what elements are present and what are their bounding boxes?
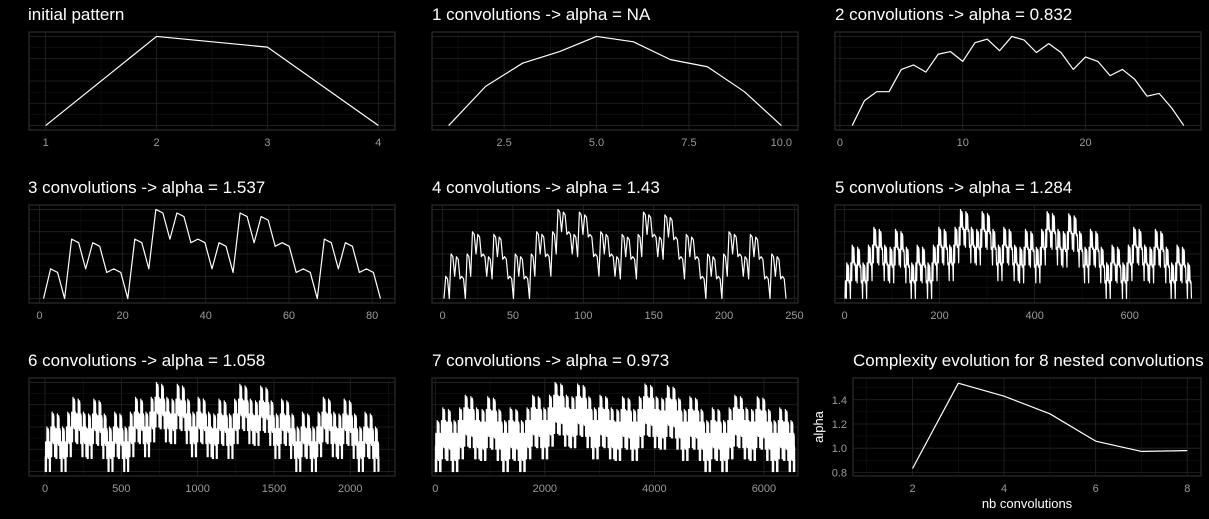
- x-tick-label: 10: [957, 137, 969, 149]
- x-tick-label: 600: [1121, 310, 1139, 322]
- x-tick-label: 7.5: [681, 137, 696, 149]
- x-tick-label: 10.0: [771, 137, 792, 149]
- chart-title: 4 convolutions -> alpha = 1.43: [432, 178, 660, 197]
- plot-area: [852, 377, 1202, 477]
- x-tick-label: 2: [153, 137, 159, 149]
- x-tick-label: 50: [507, 310, 519, 322]
- x-tick-label: 2: [909, 483, 915, 495]
- chart-panel-1: initial pattern 1 2 3 4: [28, 5, 396, 149]
- x-tick-label: 4: [1001, 483, 1007, 495]
- chart-panel-7: 6 convolutions -> alpha = 1.058 0 500 1000 1…: [28, 351, 396, 495]
- y-tick-label: 1.4: [832, 395, 847, 407]
- series-line: [844, 208, 1193, 300]
- chart-title: 2 convolutions -> alpha = 0.832: [835, 5, 1072, 24]
- x-tick-label: 20: [1079, 137, 1091, 149]
- x-tick-label: 200: [930, 310, 948, 322]
- x-tick-label: 4: [375, 137, 381, 149]
- chart-title: 7 convolutions -> alpha = 0.973: [432, 351, 669, 370]
- chart-panel-5: 4 convolutions -> alpha = 1.43 0 50 100 150 2…: [431, 178, 804, 322]
- x-tick-label: 200: [715, 310, 733, 322]
- x-tick-label: 6000: [752, 483, 776, 495]
- x-tick-label: 2.5: [496, 137, 511, 149]
- series-line: [434, 381, 796, 473]
- chart-panel-2: 1 convolutions -> alpha = NA 2.5 5.0 7.5 10.…: [431, 5, 799, 149]
- series-line: [42, 208, 382, 300]
- chart-title: initial pattern: [28, 5, 124, 24]
- x-tick-label: 2000: [338, 483, 362, 495]
- chart-title: 3 convolutions -> alpha = 1.537: [28, 178, 265, 197]
- chart-panel-4: 3 convolutions -> alpha = 1.537 0 20 40 60 80: [28, 178, 396, 322]
- x-tick-label: 1500: [262, 483, 286, 495]
- chart-panel-6: 5 convolutions -> alpha = 1.284 0 200 400 60…: [834, 178, 1202, 322]
- x-tick-label: 0: [42, 483, 48, 495]
- x-tick-label: 1: [43, 137, 49, 149]
- x-tick-label: 0: [837, 137, 843, 149]
- chart-title: 1 convolutions -> alpha = NA: [432, 5, 651, 24]
- series-line: [45, 35, 379, 127]
- x-tick-label: 60: [283, 310, 295, 322]
- series-line: [851, 35, 1185, 126]
- chart-panel-8: 7 convolutions -> alpha = 0.973 0 2000 4000…: [431, 351, 799, 495]
- chart-panel-9: Complexity evolution for 8 nested convol…: [811, 351, 1204, 511]
- x-tick-label: 4000: [642, 483, 666, 495]
- x-tick-label: 0: [439, 310, 445, 322]
- x-axis-label: nb convolutions: [982, 496, 1073, 511]
- x-tick-label: 150: [645, 310, 663, 322]
- chart-title: 5 convolutions -> alpha = 1.284: [835, 178, 1072, 197]
- y-axis-label: alpha: [811, 410, 826, 443]
- x-tick-label: 3: [264, 137, 270, 149]
- series-line: [443, 208, 787, 300]
- chart-title: 6 convolutions -> alpha = 1.058: [28, 351, 265, 370]
- y-tick-label: 1.2: [832, 419, 847, 431]
- x-tick-label: 400: [1025, 310, 1043, 322]
- x-tick-label: 8: [1184, 483, 1190, 495]
- x-tick-label: 100: [574, 310, 592, 322]
- x-tick-label: 1000: [185, 483, 209, 495]
- x-tick-label: 500: [112, 483, 130, 495]
- x-tick-label: 250: [785, 310, 803, 322]
- x-tick-label: 0: [841, 310, 847, 322]
- series-line: [912, 382, 1188, 469]
- x-tick-label: 80: [366, 310, 378, 322]
- x-tick-label: 0: [432, 483, 438, 495]
- x-tick-label: 40: [200, 310, 212, 322]
- series-line: [44, 381, 380, 473]
- y-tick-label: 0.8: [832, 467, 847, 479]
- chart-panel-3: 2 convolutions -> alpha = 0.832 0 10 20: [834, 5, 1202, 149]
- series-line: [448, 35, 782, 126]
- x-tick-label: 20: [116, 310, 128, 322]
- y-tick-label: 1.0: [832, 443, 847, 455]
- x-tick-label: 5.0: [589, 137, 604, 149]
- x-tick-label: 0: [36, 310, 42, 322]
- chart-title: Complexity evolution for 8 nested convol…: [853, 351, 1204, 370]
- x-tick-label: 2000: [533, 483, 557, 495]
- x-tick-label: 6: [1093, 483, 1099, 495]
